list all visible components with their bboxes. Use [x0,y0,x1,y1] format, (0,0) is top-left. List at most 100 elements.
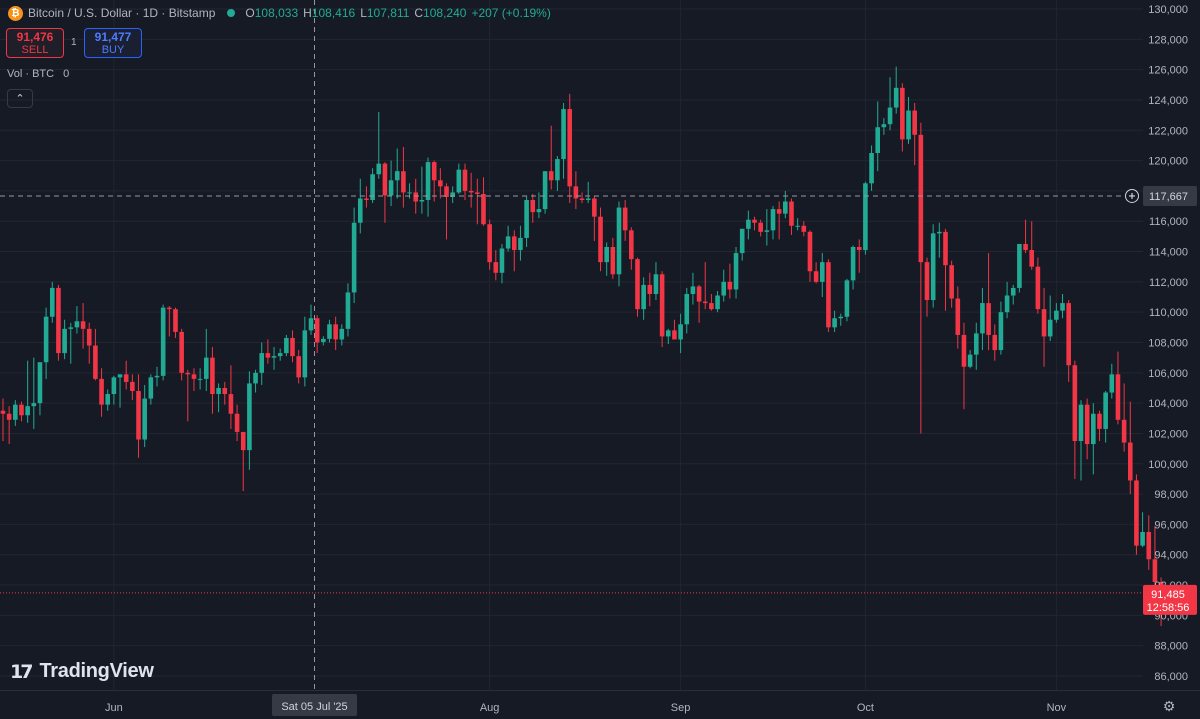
candle-body [555,159,560,181]
candle-body [284,337,289,354]
candle-body [296,356,301,378]
candle [924,257,930,317]
candle [813,262,819,284]
candle [937,222,942,258]
candle [148,374,154,405]
candle-body [1109,374,1115,393]
candle [222,381,228,405]
candle-body [1146,531,1152,560]
candle [647,272,653,307]
candle-body [6,413,12,420]
candle-body [992,334,998,351]
open-value: 108,033 [254,6,299,20]
candle [438,168,443,199]
candle [943,228,948,311]
candle [56,284,61,361]
candle-body [770,209,776,231]
candle-body [739,228,745,254]
candle-body [819,262,825,282]
candle [893,66,899,114]
candle [259,342,265,385]
price-tick-label: 110,000 [1149,307,1188,319]
candle-body [893,87,899,108]
candle-body [844,280,850,317]
candle [610,237,616,279]
candle-body [530,200,536,213]
buy-button[interactable]: 91,477 BUY [84,28,142,58]
candle-body [924,262,930,301]
price-tick-label: 122,000 [1148,125,1188,137]
candle-body [148,377,154,399]
candle-body [715,295,720,310]
candle [247,371,252,470]
collapse-legend-button[interactable]: ⌃ [7,89,33,108]
candle-body [308,318,314,331]
candle [93,328,98,381]
candle [629,227,634,270]
candle [1115,351,1121,425]
candle [1134,474,1139,555]
candle-body [585,198,591,201]
candle [425,157,431,217]
candle-body [333,324,338,340]
candles [0,66,1164,626]
candle-body [401,171,406,193]
candle [783,190,788,219]
volume-indicator-legend[interactable]: Vol · BTC 0 [7,68,69,80]
candle [622,200,628,241]
candle [1152,525,1158,596]
bitcoin-icon[interactable]: ₿ [8,5,23,21]
candle-body [43,316,49,363]
candle-body [653,274,659,294]
candle-body [678,324,683,340]
candle [770,206,776,240]
market-status-dot-icon[interactable] [227,9,236,17]
candle [980,287,985,351]
candle [992,324,998,361]
candle [462,163,468,201]
candle-body [450,192,455,197]
tradingview-watermark[interactable]: 17 TradingView [10,660,154,683]
candle-body [832,318,837,328]
candle-body [1121,419,1127,443]
candle [585,181,591,204]
open-label: O [245,6,255,20]
tradingview-wordmark: TradingView [39,660,154,682]
candle [727,263,733,299]
candle [1072,360,1078,479]
candle [1127,401,1133,495]
candle [1084,398,1090,460]
close-label: C [414,6,424,20]
candle [382,162,388,223]
candle [573,171,579,210]
crosshair-date-label: Sat 05 Jul '25 [281,701,347,713]
candle [1121,383,1127,452]
time-tick-label: Sep [671,702,691,714]
candle-body [142,398,147,440]
close-value: 108,240 [423,6,467,20]
candle [444,183,449,240]
candle-body [1072,365,1078,442]
candle-body [1029,250,1035,267]
candle-body [912,110,917,135]
candle-body [937,231,942,234]
candle-body [37,362,43,404]
candle [635,257,640,317]
candle-body [1084,404,1090,445]
candle-body [475,192,480,194]
candle-body [321,338,326,342]
symbol-title[interactable]: Bitcoin / U.S. Dollar · 1D · Bitstamp [28,6,216,20]
candle-body [709,303,714,310]
candle [431,160,437,202]
add-alert-plus-icon[interactable] [1125,188,1139,203]
candle-body [641,284,646,310]
price-tick-label: 96,000 [1154,519,1188,531]
candle-body [364,198,369,201]
sell-button[interactable]: 91,476 SELL [6,28,64,58]
candle-body [1152,559,1158,583]
candle-body [25,406,30,416]
chart-settings-gear-icon[interactable]: ⚙ [1162,698,1176,714]
candle [536,192,542,219]
candle-body [869,153,874,184]
